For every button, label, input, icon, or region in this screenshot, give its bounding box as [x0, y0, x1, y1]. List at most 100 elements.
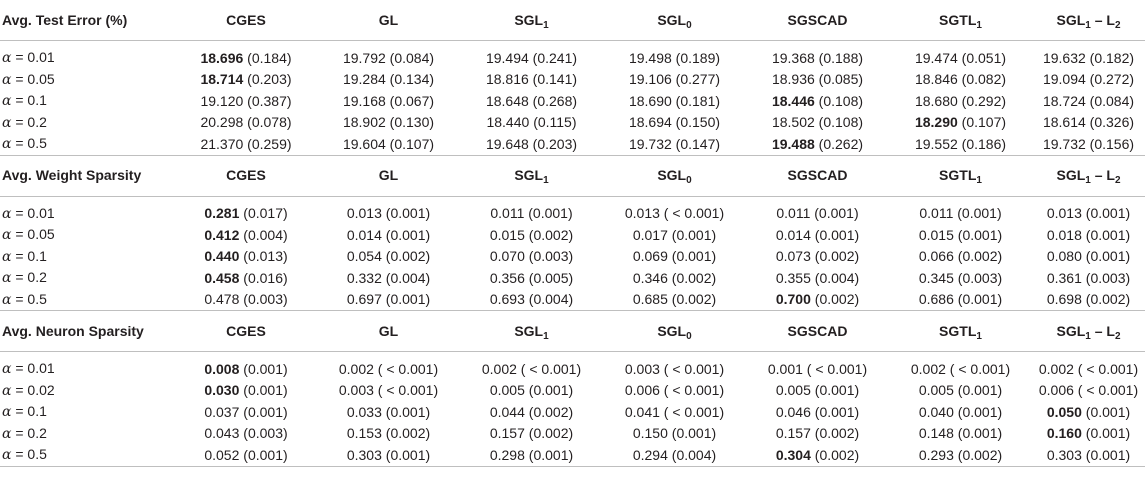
table-row: α = 0.01 18.696 (0.184) 19.792 (0.084) 19.4… [0, 47, 1145, 69]
method-subscript: 0 [686, 330, 692, 342]
value-cell: 19.632 (0.182) [1032, 47, 1145, 69]
value-cell: 19.284 (0.134) [317, 69, 460, 91]
mean-value: 19.604 [342, 135, 386, 152]
mean-value: 0.005 [775, 382, 811, 398]
value-cell: 0.293 (0.002) [889, 444, 1032, 467]
value-cell: 0.697 (0.001) [317, 289, 460, 311]
std-value: (0.001) [671, 425, 717, 441]
mean-value: 18.690 [628, 92, 672, 109]
value-cell: 18.648 (0.268) [460, 90, 603, 112]
method-subscript: 1 [543, 175, 549, 187]
rule-cell [175, 351, 317, 358]
value-cell: 19.106 (0.277) [603, 69, 746, 91]
table-row: α = 0.5 0.478 (0.003) 0.697 (0.001) 0.693 (… [0, 289, 1145, 311]
std-value: (0.262) [818, 135, 864, 152]
method-header: GL [317, 0, 460, 41]
alpha-value: = 0.1 [15, 92, 47, 108]
value-cell: 0.361 (0.003) [1032, 267, 1145, 289]
rule-cell [460, 351, 603, 358]
mean-value: 19.648 [485, 135, 529, 152]
std-value: (0.001) [814, 205, 859, 221]
value-cell: 18.680 (0.292) [889, 90, 1032, 112]
alpha-value: = 0.2 [15, 424, 47, 441]
rule-cell [603, 195, 746, 203]
header-rule [0, 40, 1145, 47]
method-name: SGL [1056, 167, 1086, 184]
section-title: Avg. Neuron Sparsity [0, 310, 175, 352]
std-value: (0.001) [1085, 205, 1131, 221]
alpha-symbol: α [2, 425, 12, 442]
std-value: (0.002) [385, 248, 431, 264]
std-value: ( < 0.001) [806, 360, 868, 377]
rule-cell [603, 351, 746, 358]
value-cell: 0.355 (0.004) [746, 267, 889, 289]
std-value: (0.004) [385, 269, 431, 286]
std-value: (0.189) [675, 49, 721, 66]
std-value: (0.130) [389, 114, 435, 130]
alpha-label: α = 0.01 [0, 358, 175, 380]
std-value: ( < 0.001) [1077, 360, 1139, 377]
alpha-symbol: α [2, 361, 12, 377]
value-cell: 0.013 (0.001) [317, 203, 460, 225]
mean-value: 0.002 [1038, 360, 1074, 377]
method-subscript: 2 [1114, 330, 1121, 342]
best-value: 0.160 [1046, 425, 1082, 441]
value-cell: 0.148 (0.001) [889, 423, 1032, 445]
mean-value: 18.694 [628, 114, 672, 130]
value-cell: 0.013 ( < 0.001) [603, 203, 746, 225]
best-value: 18.696 [200, 49, 244, 66]
value-cell: 0.014 (0.001) [746, 224, 889, 246]
best-value: 0.700 [775, 291, 811, 307]
rule-cell [746, 351, 889, 358]
std-value: (0.002) [528, 425, 574, 441]
method-header: CGES [175, 154, 317, 196]
method-suffix: – L [1090, 322, 1115, 339]
std-value: (0.001) [243, 382, 288, 398]
table-row: α = 0.01 0.281 (0.017) 0.013 (0.001) 0.011 … [0, 203, 1145, 225]
value-cell: 0.698 (0.002) [1032, 289, 1145, 311]
value-cell: 0.005 (0.001) [746, 380, 889, 402]
mean-value: 0.033 [346, 403, 382, 420]
value-cell: 0.018 (0.001) [1032, 224, 1145, 246]
method-name: CGES [226, 322, 266, 339]
mean-value: 18.502 [771, 114, 815, 130]
rule-cell [1032, 351, 1145, 358]
value-cell: 0.003 ( < 0.001) [603, 358, 746, 380]
rule-cell [746, 40, 889, 47]
value-cell: 19.488 (0.262) [746, 133, 889, 155]
alpha-value: = 0.05 [15, 226, 55, 242]
results-table-body: Avg. Test Error (%) CGES GL SGL1 SGL0 SGSCAD S… [0, 0, 1145, 467]
rule-cell [317, 351, 460, 358]
mean-value: 0.361 [1046, 269, 1082, 286]
section-header-row: Avg. Neuron Sparsity CGES GL SGL1 SGL0 SGSCAD… [0, 310, 1145, 352]
method-header: SGL0 [603, 0, 746, 41]
header-rule [0, 195, 1145, 203]
section-title: Avg. Test Error (%) [2, 11, 128, 28]
mean-value: 0.148 [918, 425, 954, 441]
value-cell: 0.014 (0.001) [317, 224, 460, 246]
std-value: (0.002) [528, 226, 574, 243]
value-cell: 0.157 (0.002) [460, 423, 603, 445]
mean-value: 0.303 [1046, 446, 1082, 463]
value-cell: 0.008 (0.001) [175, 358, 317, 380]
std-value: (0.085) [818, 71, 864, 87]
value-cell: 18.446 (0.108) [746, 90, 889, 112]
alpha-value: = 0.2 [15, 113, 47, 130]
mean-value: 0.686 [918, 291, 954, 307]
section-header-row: Avg. Weight Sparsity CGES GL SGL1 SGL0 SGSCAD… [0, 154, 1145, 196]
method-name: SGL [1056, 11, 1086, 28]
method-subscript: 1 [1085, 175, 1091, 187]
method-header: GL [317, 154, 460, 196]
value-cell: 18.714 (0.203) [175, 69, 317, 91]
alpha-label: α = 0.2 [0, 423, 175, 445]
std-value: ( < 0.001) [377, 360, 439, 377]
best-value: 0.281 [204, 205, 240, 221]
std-value: ( < 0.001) [663, 403, 725, 420]
mean-value: 0.070 [489, 248, 525, 264]
mean-value: 18.648 [485, 92, 529, 109]
method-name: SGSCAD [787, 167, 848, 184]
method-header: SGL1 [460, 154, 603, 196]
std-value: (0.107) [389, 135, 435, 152]
method-subscript: 1 [543, 330, 549, 342]
